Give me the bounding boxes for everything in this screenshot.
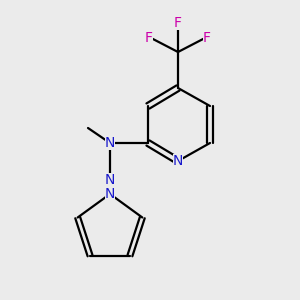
Text: F: F <box>203 31 211 45</box>
Text: N: N <box>105 136 115 150</box>
Text: N: N <box>173 154 183 168</box>
Text: F: F <box>145 31 153 45</box>
Text: F: F <box>174 16 182 30</box>
Text: N: N <box>105 187 115 201</box>
Text: N: N <box>105 173 115 187</box>
